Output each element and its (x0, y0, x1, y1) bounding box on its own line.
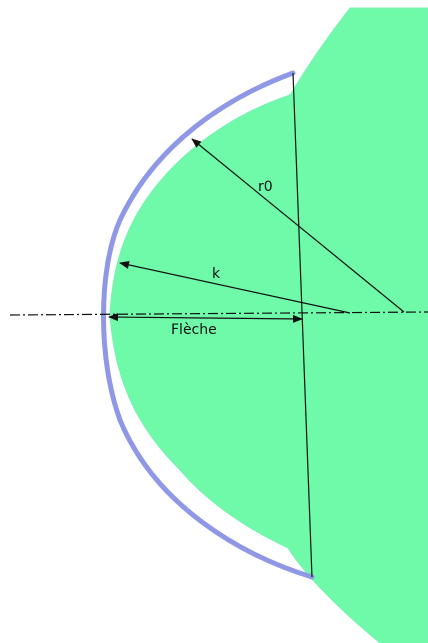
curved-lens-edge (101, 70, 315, 580)
r0-arrow (191, 138, 405, 313)
k-arrow (119, 261, 351, 314)
fleche-arrow-right (204, 314, 303, 323)
chord-line (292, 72, 313, 578)
k-label: k (212, 266, 221, 282)
fleche-label: Flèche (171, 322, 217, 338)
optical-axis-line (9, 311, 428, 316)
fleche-arrow-left (108, 313, 206, 322)
green-surface-shape (109, 7, 428, 643)
r0-label: r0 (258, 179, 273, 195)
